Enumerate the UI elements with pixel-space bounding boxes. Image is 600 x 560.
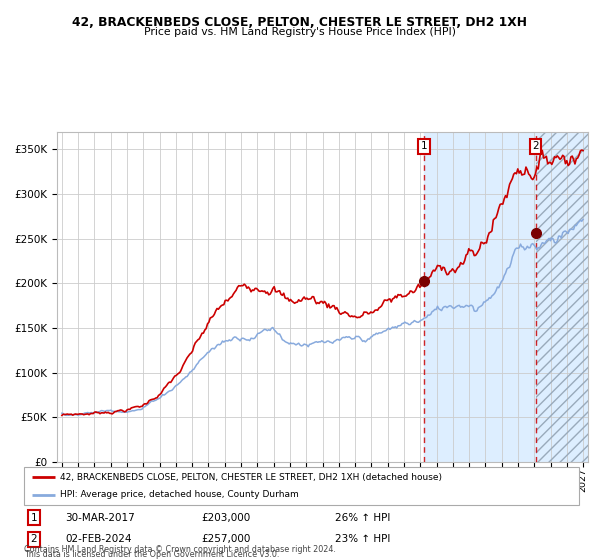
Text: HPI: Average price, detached house, County Durham: HPI: Average price, detached house, Coun… [60, 491, 299, 500]
Text: This data is licensed under the Open Government Licence v3.0.: This data is licensed under the Open Gov… [24, 550, 280, 559]
Text: Price paid vs. HM Land Registry's House Price Index (HPI): Price paid vs. HM Land Registry's House … [144, 27, 456, 37]
Text: £257,000: £257,000 [202, 534, 251, 544]
Text: 26% ↑ HPI: 26% ↑ HPI [335, 512, 390, 522]
Text: 23% ↑ HPI: 23% ↑ HPI [335, 534, 390, 544]
Text: 2: 2 [31, 534, 37, 544]
Text: 2: 2 [532, 142, 539, 151]
Bar [536, 132, 591, 462]
Text: Contains HM Land Registry data © Crown copyright and database right 2024.: Contains HM Land Registry data © Crown c… [24, 545, 336, 554]
Text: £203,000: £203,000 [202, 512, 251, 522]
Bar [536, 132, 591, 462]
Text: 02-FEB-2024: 02-FEB-2024 [65, 534, 132, 544]
Text: 30-MAR-2017: 30-MAR-2017 [65, 512, 136, 522]
Text: 42, BRACKENBEDS CLOSE, PELTON, CHESTER LE STREET, DH2 1XH: 42, BRACKENBEDS CLOSE, PELTON, CHESTER L… [73, 16, 527, 29]
Bar [424, 132, 536, 462]
Text: 1: 1 [421, 142, 428, 151]
Text: 42, BRACKENBEDS CLOSE, PELTON, CHESTER LE STREET, DH2 1XH (detached house): 42, BRACKENBEDS CLOSE, PELTON, CHESTER L… [60, 473, 442, 482]
FancyBboxPatch shape [24, 467, 579, 505]
Text: 1: 1 [31, 512, 37, 522]
